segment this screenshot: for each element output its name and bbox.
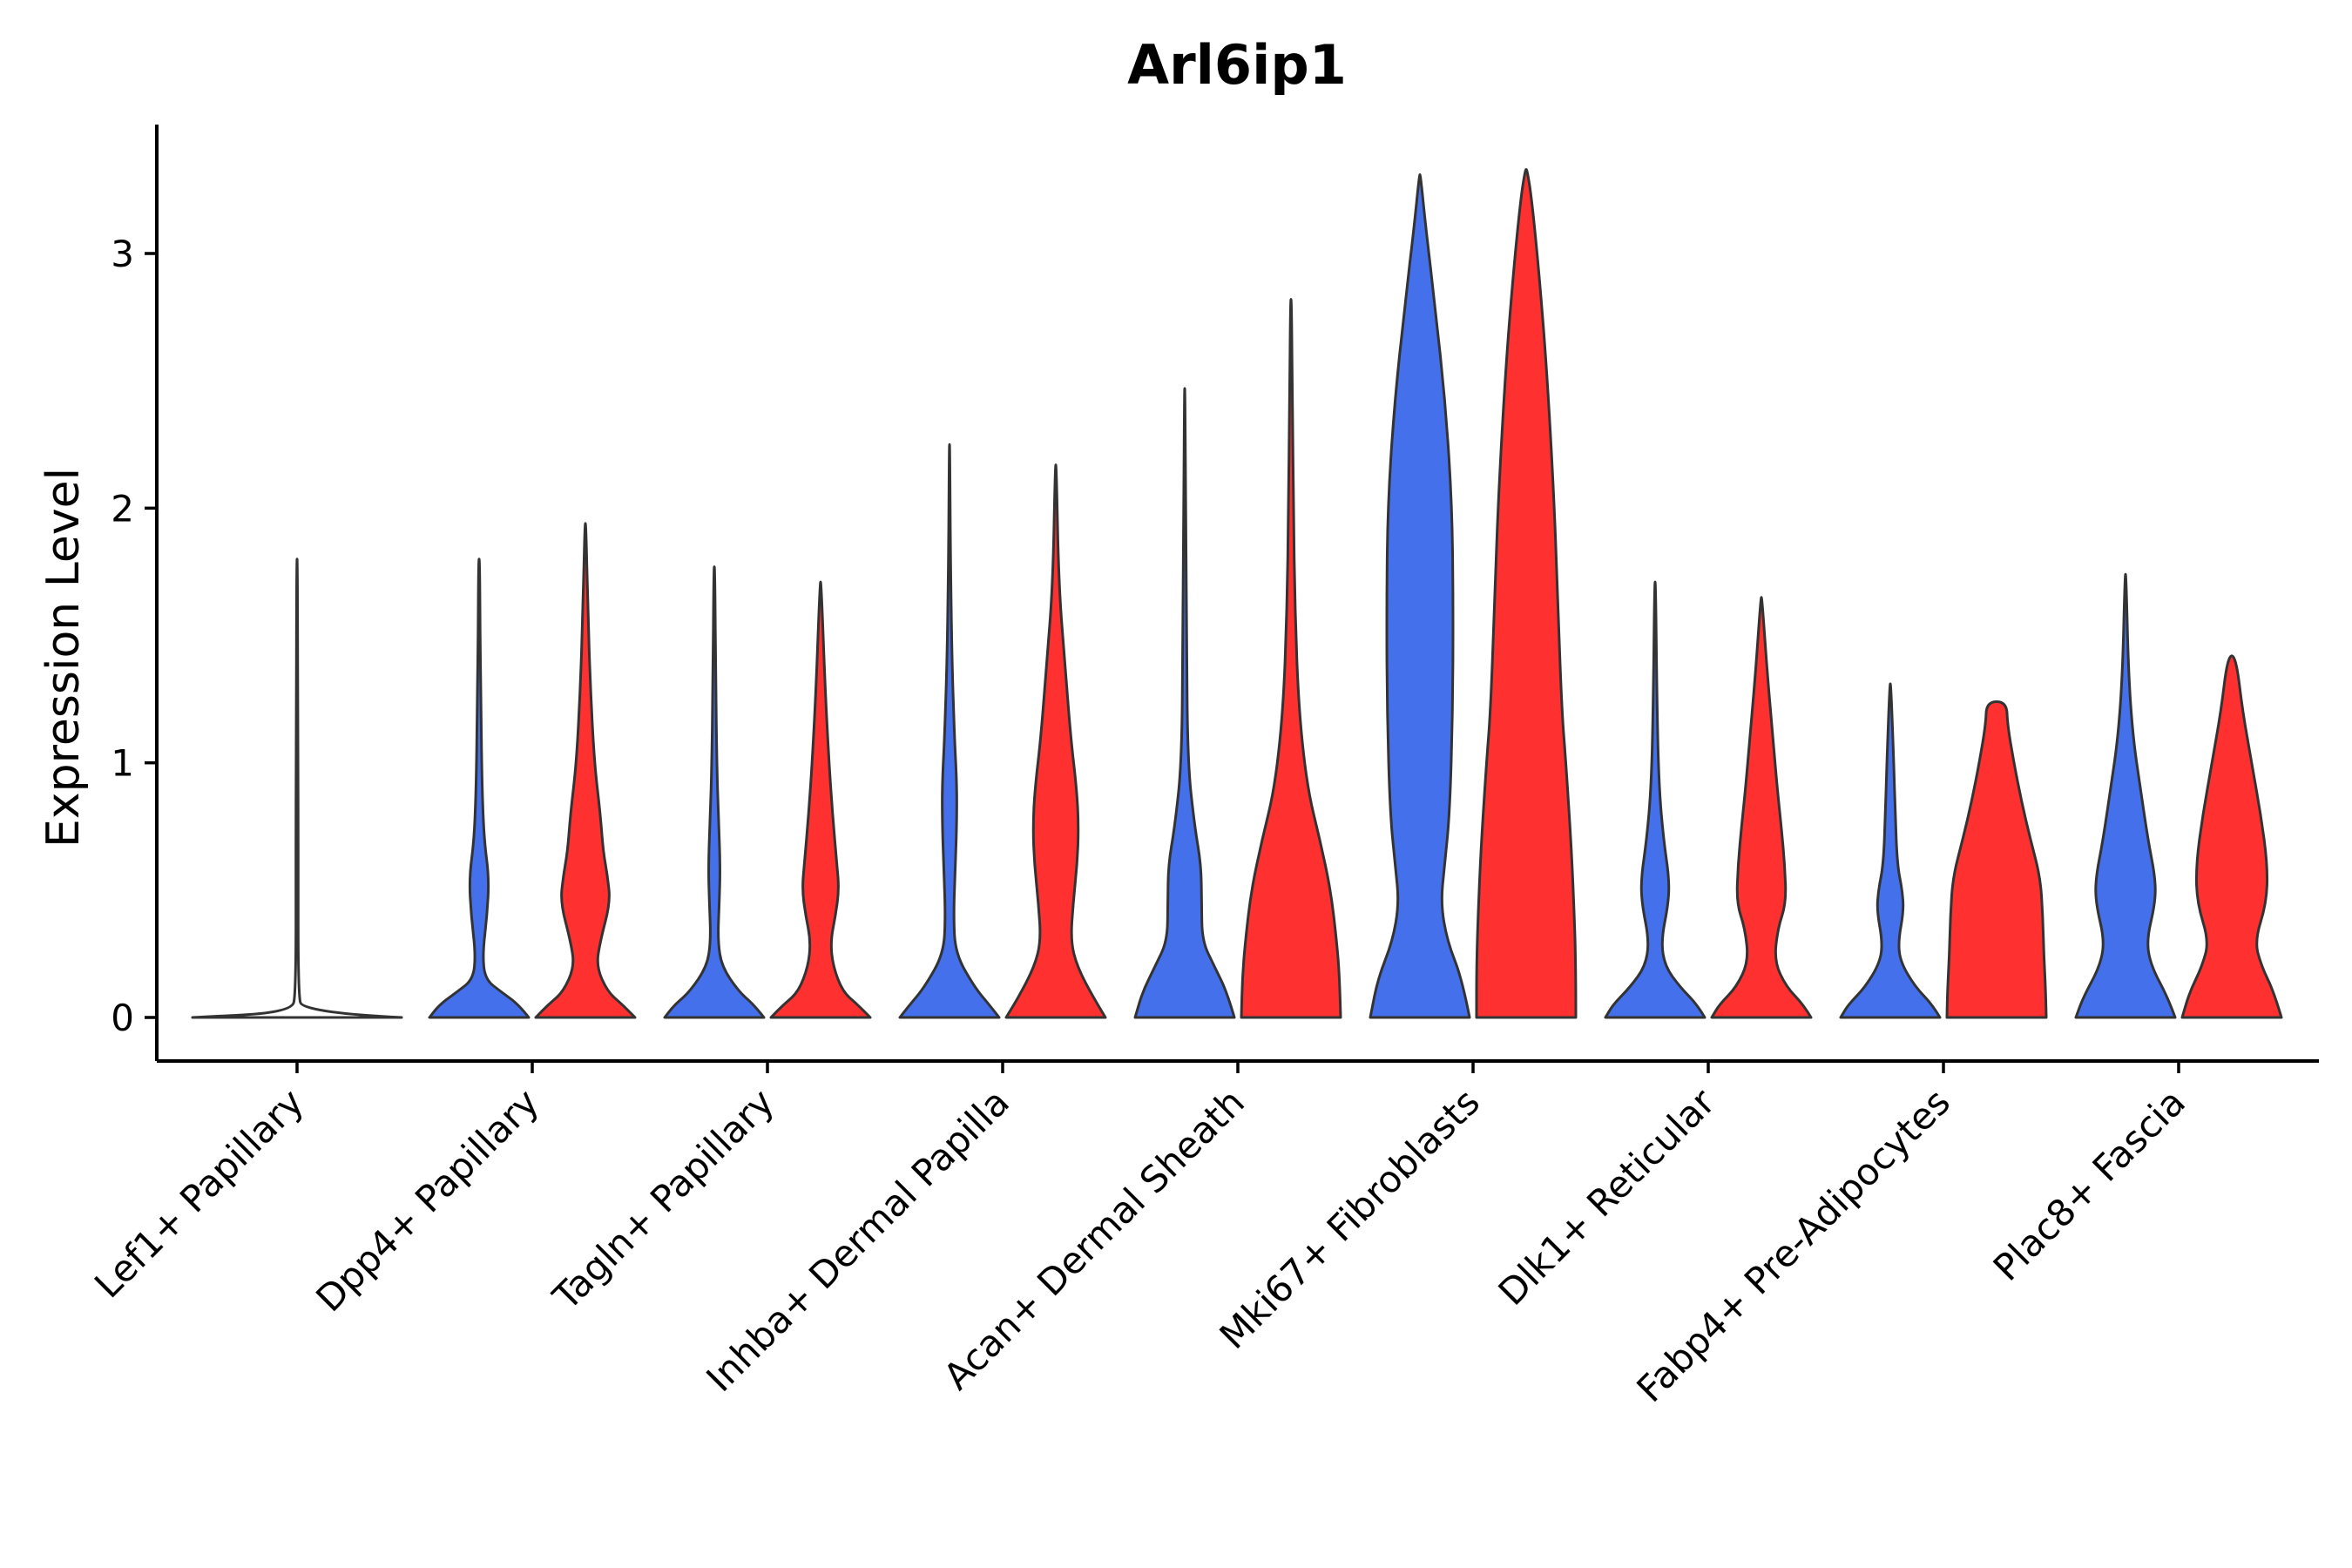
violin-inhba-dermal-papilla-group1: [898, 443, 1001, 1019]
y-axis-label: Expression Level: [37, 468, 90, 848]
violin-inhba-dermal-papilla-group2: [1004, 463, 1107, 1019]
violin-fabp4-pre-adipocytes-group1: [1839, 682, 1942, 1019]
y-tick-label-1: 1: [111, 742, 134, 785]
violin-acan-dermal-sheath-group2: [1240, 298, 1342, 1019]
y-tick-label-3: 3: [111, 233, 134, 275]
violin-lef1-papillary-single: [191, 558, 403, 1019]
violin-tagln-papillary-group2: [769, 580, 872, 1019]
violin-tagln-papillary-group1: [663, 565, 766, 1019]
x-tick-label-1: Dpp4+ Papillary: [308, 1080, 547, 1320]
violin-plac8-fascia-group2: [2180, 654, 2283, 1019]
violin-dpp4-papillary-group2: [534, 522, 637, 1019]
violins-layer: [191, 168, 2283, 1019]
violin-fabp4-pre-adipocytes-group2: [1945, 700, 2048, 1019]
violin-dpp4-papillary-group1: [428, 558, 531, 1019]
violin-dlk1-reticular-group1: [1604, 580, 1707, 1019]
y-tick-label-0: 0: [111, 997, 134, 1039]
violin-dlk1-reticular-group2: [1710, 596, 1813, 1019]
x-tick-label-6: Dlk1+ Reticular: [1490, 1080, 1724, 1314]
violin-mki67-fibroblasts-group1: [1369, 172, 1471, 1019]
violin-plac8-fascia-group1: [2074, 572, 2177, 1019]
x-tick-label-2: Tagln+ Papillary: [544, 1080, 782, 1318]
x-tick-label-8: Plac8+ Fascia: [1985, 1080, 2193, 1288]
x-tick-label-0: Lef1+ Papillary: [86, 1080, 312, 1306]
chart-title: Arl6ip1: [1127, 33, 1347, 97]
violin-acan-dermal-sheath-group1: [1133, 387, 1236, 1019]
x-tick-label-5: Mki67+ Fibroblasts: [1212, 1080, 1488, 1356]
y-tick-label-2: 2: [111, 487, 134, 530]
violin-mki67-fibroblasts-group2: [1475, 168, 1578, 1019]
